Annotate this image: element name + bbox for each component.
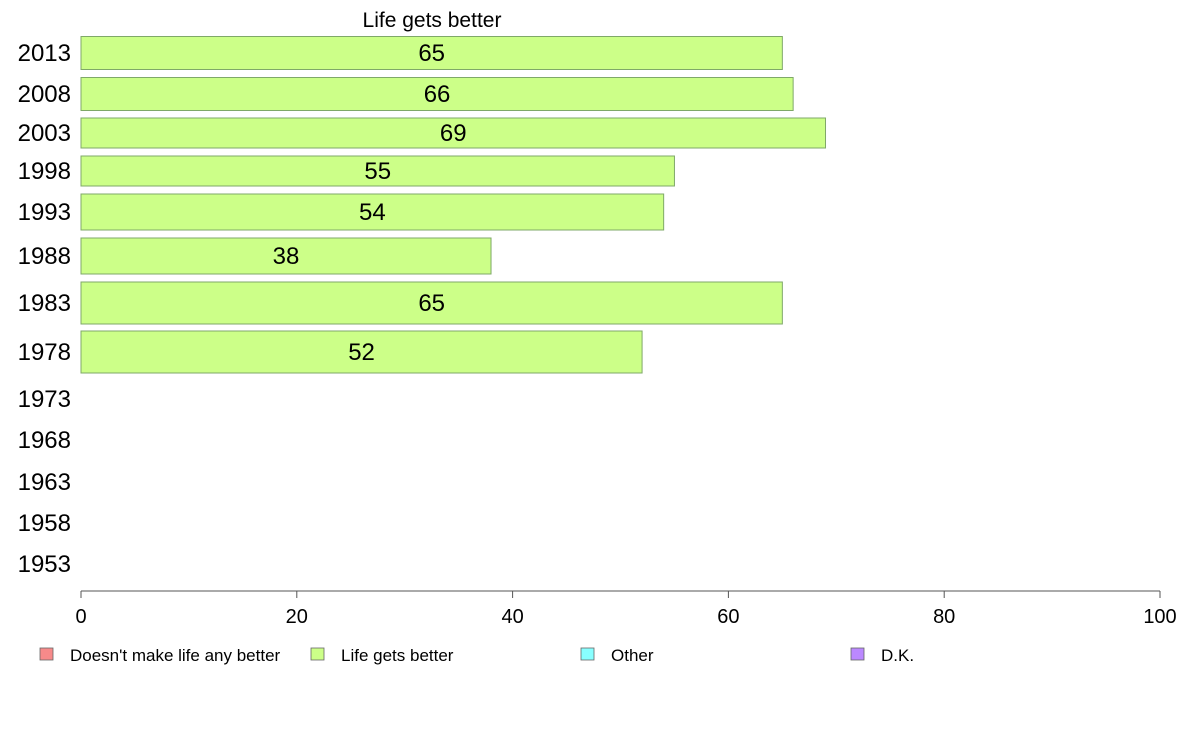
x-tick-label-20: 20 (286, 606, 308, 628)
category-labels: 2013 2008 2003 1998 1993 1988 1983 1978 1973 1968… (18, 40, 71, 578)
data-label-1993: 54 (359, 199, 386, 226)
legend-item-1: Life gets better (310, 646, 454, 665)
legend-swatch-2 (580, 647, 595, 661)
x-tick-label-40: 40 (501, 606, 523, 628)
category-label-1968: 1968 (18, 427, 71, 454)
data-label-2003: 69 (440, 120, 467, 147)
x-tick-label-0: 0 (75, 606, 86, 628)
legend-item-3: D.K. (850, 646, 914, 665)
category-label-1953: 1953 (18, 551, 71, 578)
bar-1988 (80, 237, 492, 275)
x-tick-label-100: 100 (1143, 606, 1176, 628)
data-label-1988: 38 (273, 243, 300, 270)
legend-label-3: D.K. (881, 646, 914, 665)
legend-label-0: Doesn't make life any better (70, 646, 281, 665)
category-label-2003: 2003 (18, 120, 71, 147)
legend-swatch-1 (310, 647, 325, 661)
chart-title: Life gets better (363, 9, 502, 32)
legend-swatch-3 (850, 647, 865, 661)
legend-item-0: Doesn't make life any better (39, 646, 281, 665)
category-label-1973: 1973 (18, 386, 71, 413)
data-label-1998: 55 (364, 158, 391, 185)
bar-1993 (80, 193, 665, 231)
legend-label-1: Life gets better (341, 646, 454, 665)
category-label-1983: 1983 (18, 290, 71, 317)
category-label-1988: 1988 (18, 243, 71, 270)
data-label-1983: 65 (418, 290, 445, 317)
category-label-1963: 1963 (18, 469, 71, 496)
bar-1978 (80, 330, 643, 374)
category-label-1958: 1958 (18, 510, 71, 537)
data-label-1978: 52 (348, 339, 375, 366)
legend-label-2: Other (611, 646, 654, 665)
category-label-1993: 1993 (18, 199, 71, 226)
x-axis: 0 20 40 60 80 100 (75, 590, 1177, 628)
x-tick-label-60: 60 (717, 606, 739, 628)
bars-layer: 65 66 69 55 54 38 65 52 (80, 36, 827, 374)
bar-2013 (80, 36, 783, 70)
category-label-2013: 2013 (18, 40, 71, 67)
legend-swatch-0 (39, 647, 54, 661)
legend: Doesn't make life any better Life gets be… (39, 646, 914, 665)
bar-2008 (80, 77, 794, 111)
category-label-2008: 2008 (18, 81, 71, 108)
bar-1998 (80, 155, 675, 187)
data-label-2013: 65 (418, 40, 445, 67)
bar-2003 (80, 117, 827, 149)
data-label-2008: 66 (424, 81, 451, 108)
legend-item-2: Other (580, 646, 654, 665)
category-label-1998: 1998 (18, 158, 71, 185)
x-tick-label-80: 80 (933, 606, 955, 628)
category-label-1978: 1978 (18, 339, 71, 366)
bar-1983 (80, 281, 783, 325)
